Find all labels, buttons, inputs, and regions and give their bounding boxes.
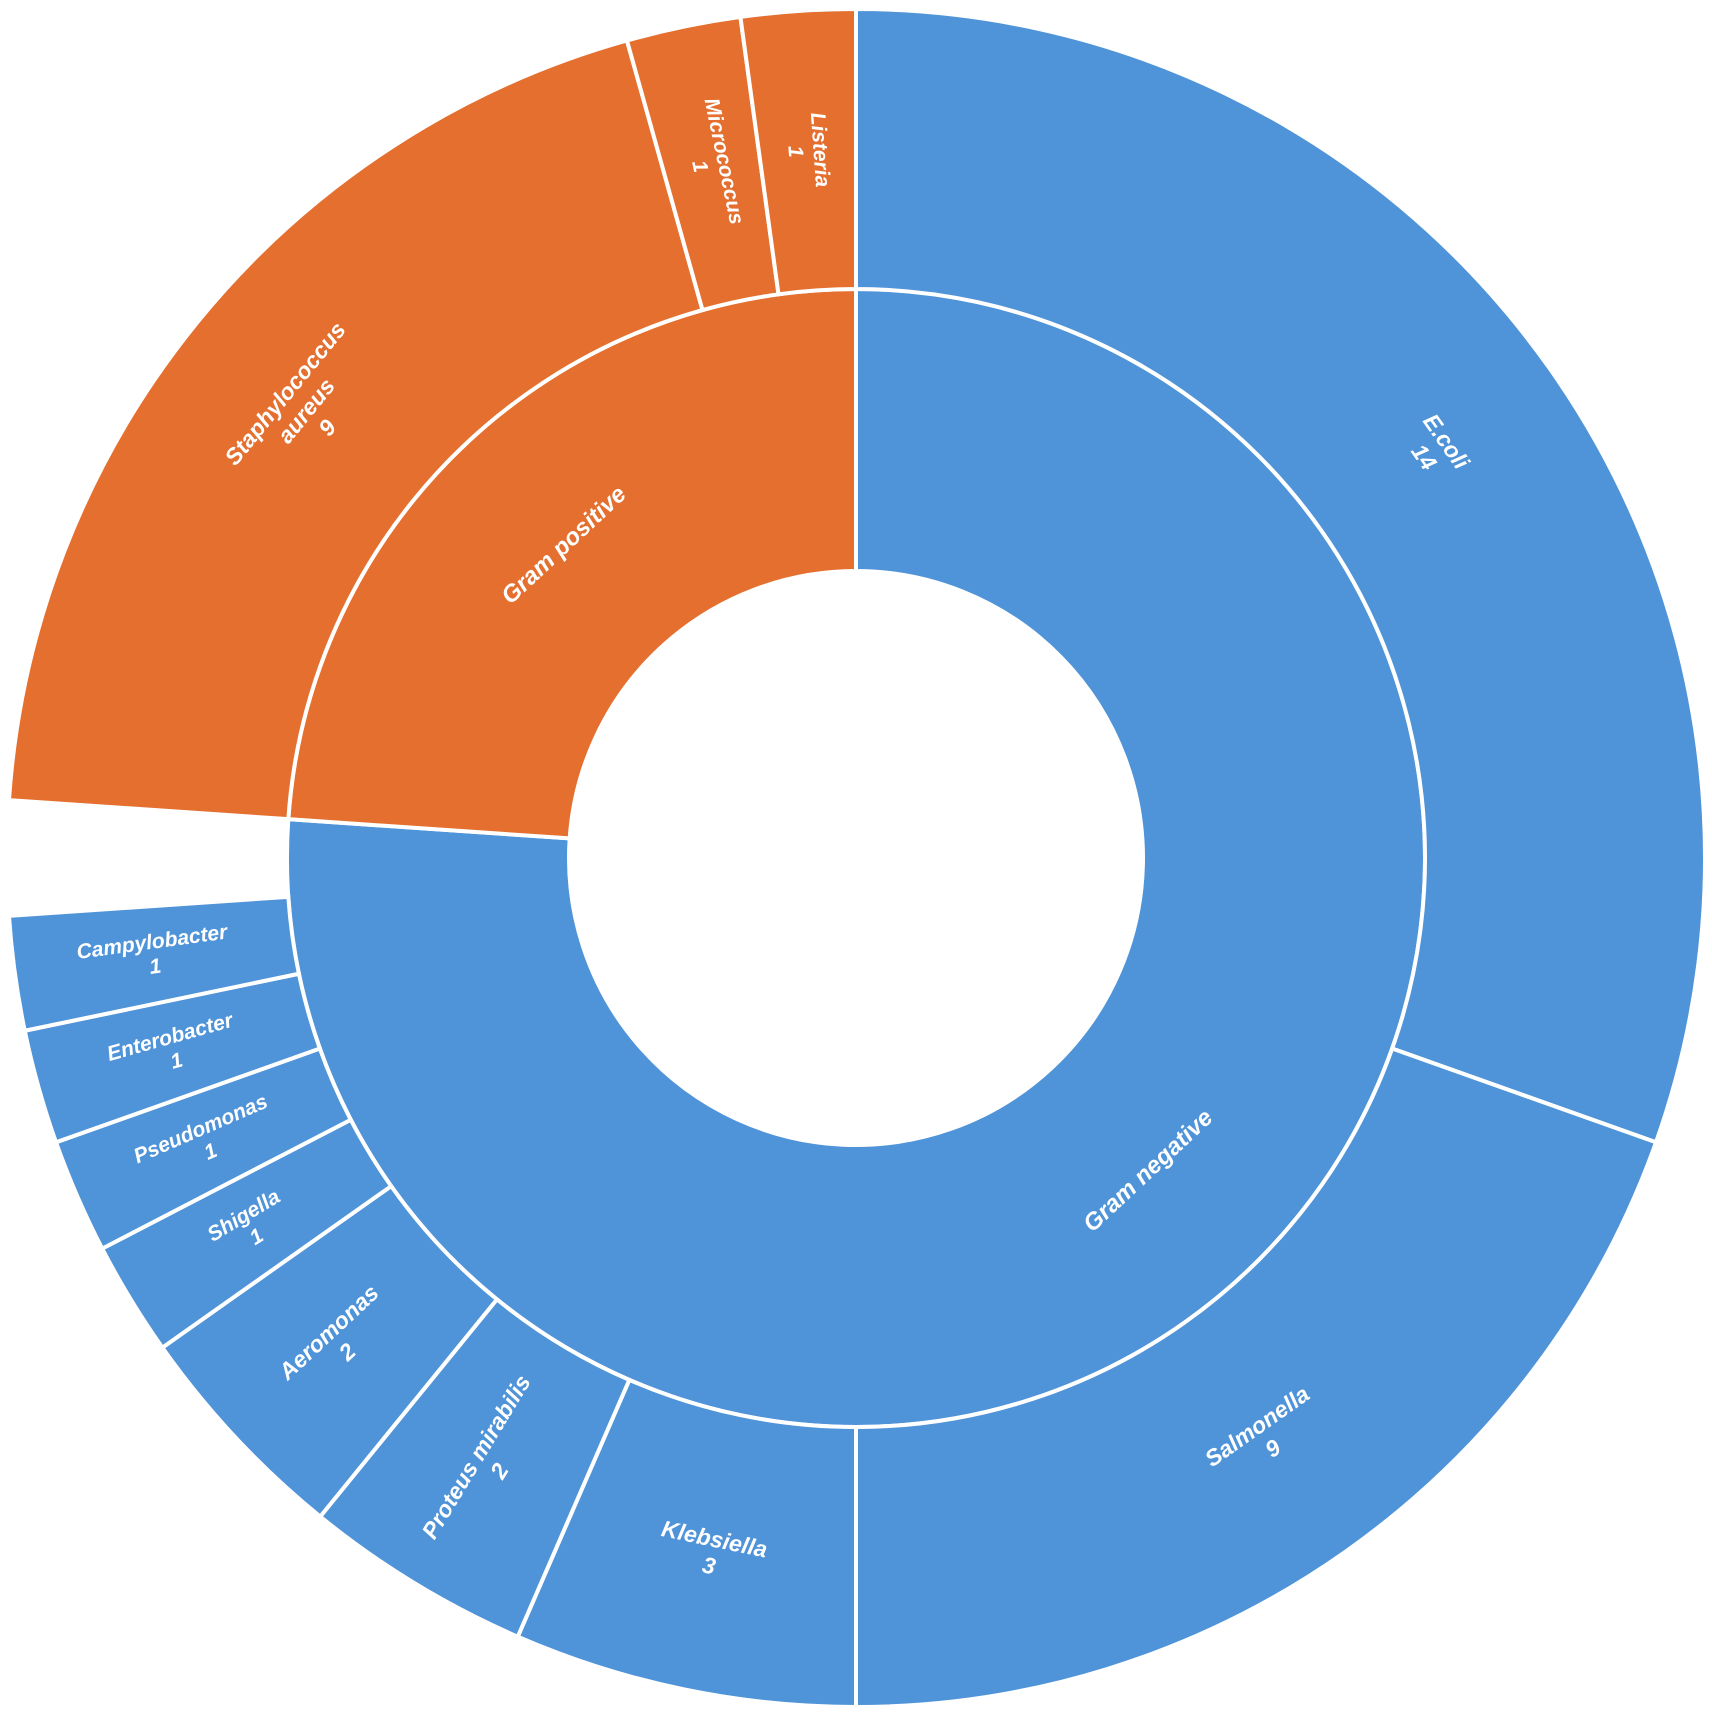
outer-segment-campylobacter	[6, 894, 302, 1034]
outer-label-listeria-line-2: 1	[783, 145, 807, 158]
outer-segment-e-coli	[854, 6, 1707, 1145]
outer-label-micrococcus-line-2: 1	[687, 158, 712, 174]
outer-segment-salmonella	[854, 1045, 1659, 1710]
outer-segment-staphylococcus-aureus	[6, 38, 705, 822]
outer-label-campylobacter-line-2: 1	[148, 955, 163, 979]
outer-label-klebsiella-line-2: 3	[700, 1551, 718, 1579]
outer-label-listeria-line-1: Listeria	[806, 112, 834, 188]
outer-segment-listeria	[738, 6, 858, 297]
